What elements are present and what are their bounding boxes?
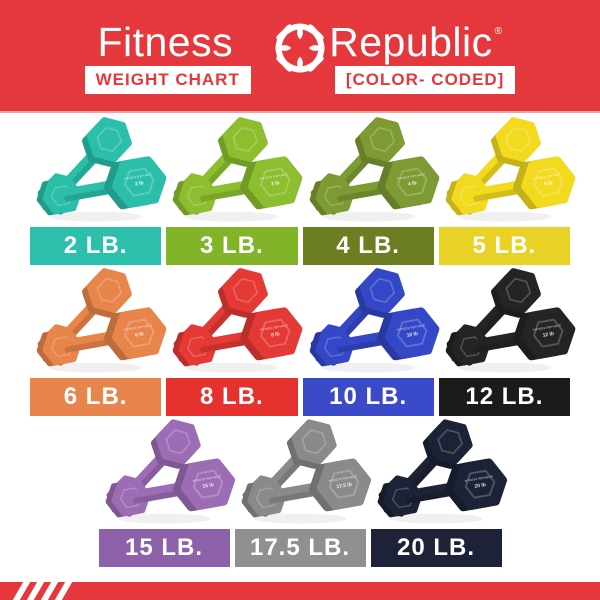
dumbbell-pair-image: FITNESS REPUBLIC 17.5 lb: [235, 427, 366, 529]
footer-stripe: [54, 582, 73, 600]
dumbbell-pair-image: FITNESS REPUBLIC 5 lb: [439, 125, 570, 227]
svg-text:5 lb: 5 lb: [543, 180, 553, 187]
dumbbell-pair-image: FITNESS REPUBLIC 2 lb: [30, 125, 161, 227]
svg-text:FITNESS REPUBLIC: FITNESS REPUBLIC: [464, 474, 493, 483]
svg-text:FITNESS REPUBLIC: FITNESS REPUBLIC: [396, 323, 425, 332]
dumbbell-pair-image: FITNESS REPUBLIC 4 lb: [303, 125, 434, 227]
weight-label-8lb: 8 LB.: [166, 378, 298, 416]
weight-row-3: FITNESS REPUBLIC 15 lb 15 LB. FITNESS RE…: [0, 427, 600, 567]
weight-item-15lb: FITNESS REPUBLIC 15 lb 15 LB.: [98, 427, 230, 567]
fitness-republic-logo-icon: [275, 23, 325, 73]
weight-label-10lb: 10 LB.: [302, 378, 434, 416]
svg-text:FITNESS REPUBLIC: FITNESS REPUBLIC: [328, 474, 357, 483]
svg-text:FITNESS REPUBLIC: FITNESS REPUBLIC: [192, 474, 221, 483]
weight-item-2lb: FITNESS REPUBLIC 2 lb 2 LB.: [30, 125, 161, 265]
svg-text:FITNESS REPUBLIC: FITNESS REPUBLIC: [124, 323, 153, 332]
svg-text:FITNESS REPUBLIC: FITNESS REPUBLIC: [260, 323, 289, 332]
svg-text:6 lb: 6 lb: [135, 331, 145, 338]
weight-item-5lb: FITNESS REPUBLIC 5 lb 5 LB.: [438, 125, 570, 265]
svg-text:FITNESS REPUBLIC: FITNESS REPUBLIC: [260, 172, 289, 181]
svg-text:FITNESS REPUBLIC: FITNESS REPUBLIC: [396, 172, 425, 181]
dumbbell-pair-image: FITNESS REPUBLIC 10 lb: [303, 276, 434, 378]
weight-label-4lb: 4 LB.: [302, 227, 434, 265]
weight-item-10lb: FITNESS REPUBLIC 10 lb 10 LB.: [302, 276, 434, 416]
weight-label-2lb: 2 LB.: [30, 227, 162, 265]
weight-label-3lb: 3 LB.: [166, 227, 298, 265]
dumbbell-pair-image: FITNESS REPUBLIC 3 lb: [166, 125, 297, 227]
weight-row-1: FITNESS REPUBLIC 2 lb 2 LB. FITNESS REPU…: [0, 125, 600, 265]
footer-band: [0, 582, 600, 600]
svg-text:FITNESS REPUBLIC: FITNESS REPUBLIC: [124, 172, 153, 181]
svg-text:12 lb: 12 lb: [542, 331, 554, 339]
svg-text:2 lb: 2 lb: [135, 180, 145, 187]
diagonal-stripes-decoration: [12, 582, 73, 600]
weight-label-12lb: 12 LB.: [438, 378, 570, 416]
weight-item-17-5lb: FITNESS REPUBLIC 17.5 lb 17.5 LB.: [234, 427, 366, 567]
weight-row-2: FITNESS REPUBLIC 6 lb 6 LB. FITNESS REPU…: [0, 276, 600, 416]
weight-chart-grid: FITNESS REPUBLIC 2 lb 2 LB. FITNESS REPU…: [0, 113, 600, 567]
svg-text:10 lb: 10 lb: [406, 331, 418, 339]
weight-item-6lb: FITNESS REPUBLIC 6 lb 6 LB.: [30, 276, 161, 416]
weight-label-20lb: 20 LB.: [370, 529, 502, 567]
dumbbell-pair-image: FITNESS REPUBLIC 6 lb: [30, 276, 161, 378]
dumbbell-pair-image: FITNESS REPUBLIC 15 lb: [99, 427, 230, 529]
weight-label-5lb: 5 LB.: [438, 227, 570, 265]
dumbbell-pair-image: FITNESS REPUBLIC 12 lb: [439, 276, 570, 378]
svg-text:17.5 lb: 17.5 lb: [336, 482, 352, 491]
svg-text:FITNESS REPUBLIC: FITNESS REPUBLIC: [532, 323, 561, 332]
svg-text:4 lb: 4 lb: [407, 180, 417, 187]
svg-text:3 lb: 3 lb: [271, 180, 281, 187]
dumbbell-pair-image: FITNESS REPUBLIC 8 lb: [166, 276, 297, 378]
brand-word-fitness: Fitness: [97, 18, 234, 65]
weight-item-3lb: FITNESS REPUBLIC 3 lb 3 LB.: [166, 125, 297, 265]
svg-text:15 lb: 15 lb: [202, 482, 214, 490]
svg-text:20 lb: 20 lb: [474, 482, 486, 490]
weight-label-17-5lb: 17.5 LB.: [234, 529, 366, 567]
weight-chart-badge: WEIGHT CHART: [84, 66, 251, 95]
header-banner: Fitness Republic ® WEIGHT CHART [COLOR- C…: [0, 0, 600, 113]
dumbbell-pair-image: FITNESS REPUBLIC 20 lb: [371, 427, 502, 529]
weight-item-12lb: FITNESS REPUBLIC 12 lb 12 LB.: [438, 276, 570, 416]
weight-label-6lb: 6 LB.: [30, 378, 162, 416]
brand-row: Fitness Republic ®: [0, 14, 600, 70]
brand-word-republic: Republic ®: [329, 18, 503, 65]
svg-text:8 lb: 8 lb: [271, 331, 281, 338]
weight-label-15lb: 15 LB.: [98, 529, 230, 567]
registered-trademark: ®: [494, 25, 503, 37]
svg-text:FITNESS REPUBLIC: FITNESS REPUBLIC: [532, 172, 561, 181]
weight-item-20lb: FITNESS REPUBLIC 20 lb 20 LB.: [370, 427, 502, 567]
weight-item-8lb: FITNESS REPUBLIC 8 lb 8 LB.: [166, 276, 297, 416]
color-coded-badge: [COLOR- CODED]: [334, 66, 516, 95]
badge-row: WEIGHT CHART [COLOR- CODED]: [0, 66, 600, 95]
weight-item-4lb: FITNESS REPUBLIC 4 lb 4 LB.: [302, 125, 434, 265]
